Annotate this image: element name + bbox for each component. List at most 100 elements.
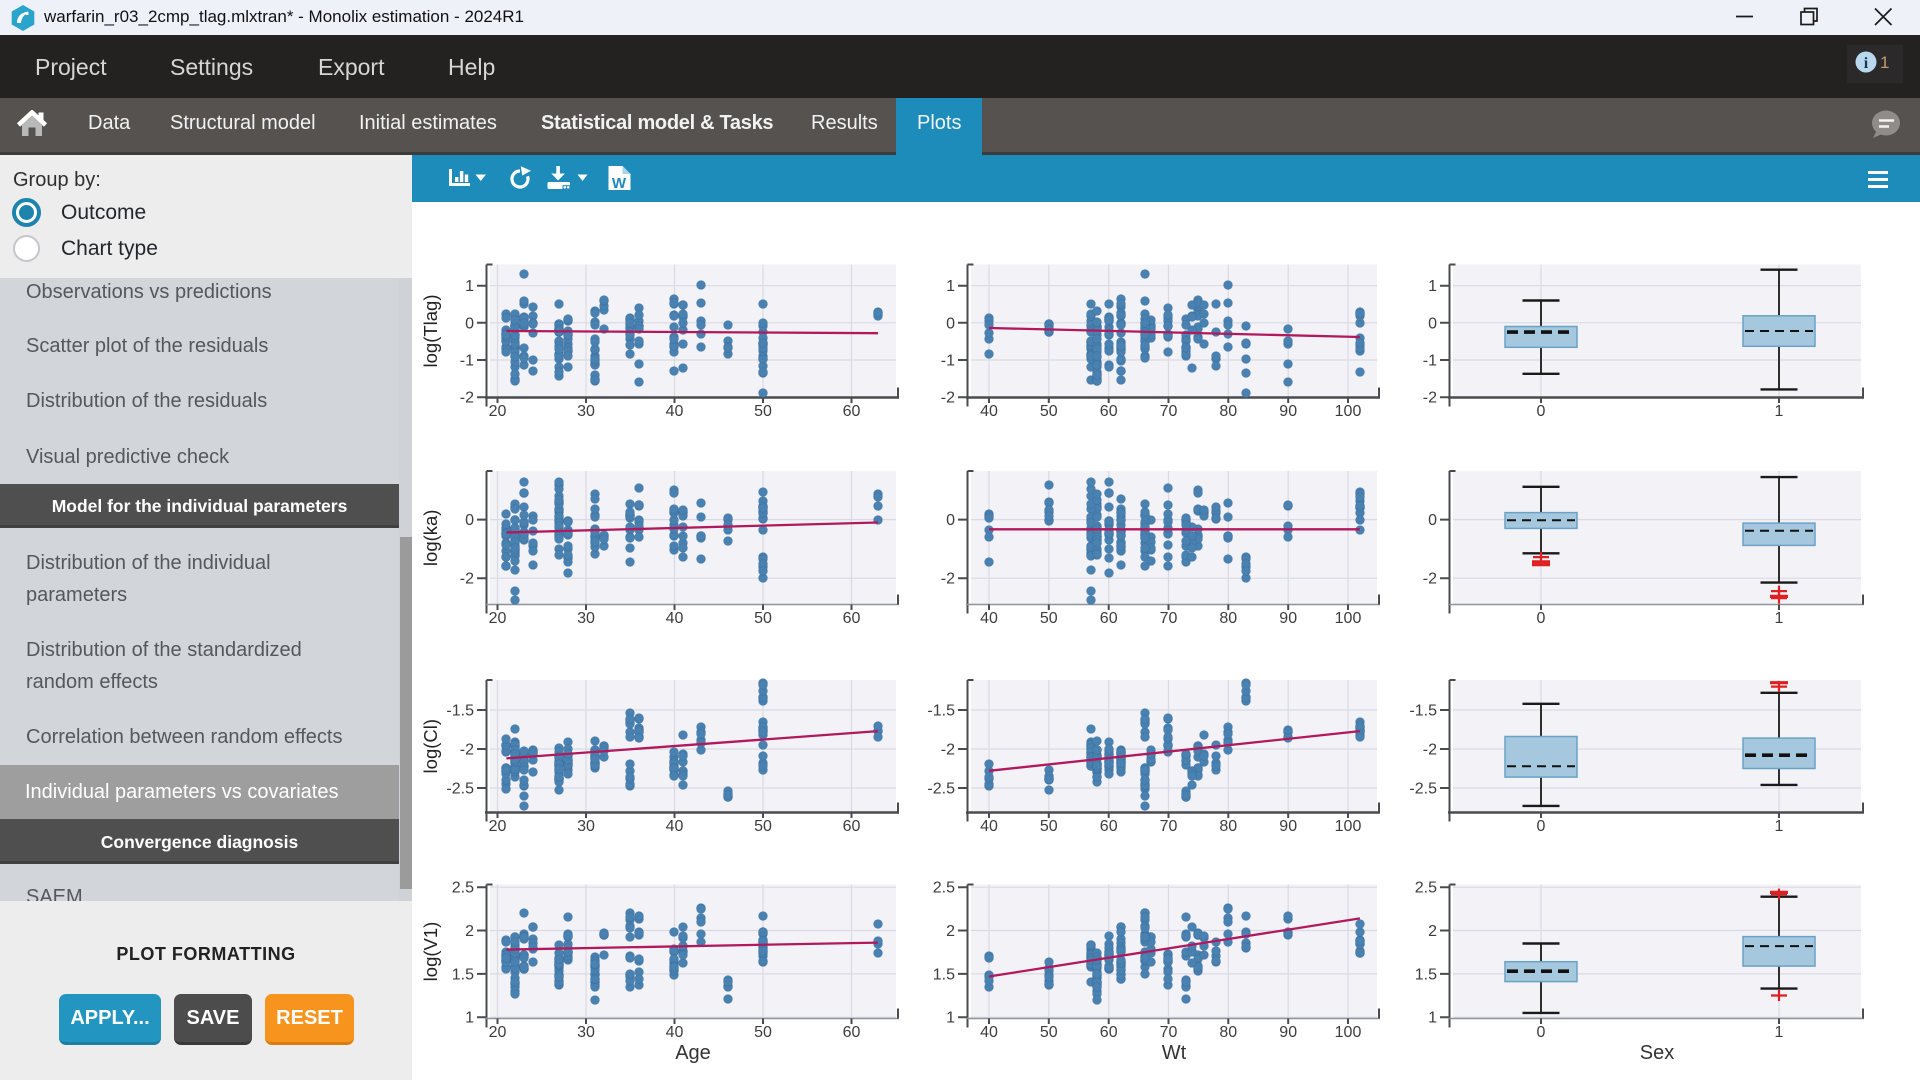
svg-text:60: 60	[1100, 610, 1118, 627]
svg-text:-1.5: -1.5	[446, 703, 474, 720]
svg-text:100: 100	[1335, 1024, 1362, 1041]
svg-text:0: 0	[465, 512, 474, 529]
svg-text:-2: -2	[460, 390, 474, 407]
svg-text:60: 60	[843, 818, 861, 835]
svg-text:40: 40	[980, 818, 998, 835]
svg-text:60: 60	[1100, 403, 1118, 420]
svg-text:0: 0	[1428, 315, 1437, 332]
svg-text:40: 40	[980, 403, 998, 420]
svg-text:60: 60	[843, 1024, 861, 1041]
svg-text:0: 0	[946, 315, 955, 332]
svg-text:1: 1	[1775, 403, 1784, 420]
svg-text:1: 1	[465, 278, 474, 295]
svg-text:2.5: 2.5	[452, 880, 474, 897]
svg-text:60: 60	[843, 403, 861, 420]
svg-text:0: 0	[1537, 403, 1546, 420]
svg-text:50: 50	[754, 610, 772, 627]
svg-text:40: 40	[980, 610, 998, 627]
svg-text:30: 30	[577, 610, 595, 627]
svg-text:-2: -2	[941, 390, 955, 407]
svg-text:30: 30	[577, 403, 595, 420]
svg-text:2: 2	[946, 923, 955, 940]
svg-text:40: 40	[666, 1024, 684, 1041]
svg-text:50: 50	[1040, 403, 1058, 420]
svg-text:Age: Age	[675, 1042, 711, 1064]
svg-text:90: 90	[1279, 403, 1297, 420]
svg-text:1.5: 1.5	[452, 966, 474, 983]
svg-text:90: 90	[1279, 1024, 1297, 1041]
svg-text:1: 1	[1428, 1010, 1437, 1027]
svg-text:20: 20	[489, 610, 507, 627]
svg-text:0: 0	[465, 315, 474, 332]
svg-text:20: 20	[489, 403, 507, 420]
svg-text:1: 1	[946, 1010, 955, 1027]
svg-text:-2: -2	[1423, 571, 1437, 588]
svg-text:50: 50	[754, 818, 772, 835]
svg-text:log(V1): log(V1)	[420, 922, 441, 982]
svg-text:-1.5: -1.5	[927, 703, 955, 720]
svg-text:50: 50	[754, 403, 772, 420]
svg-text:-2: -2	[1423, 390, 1437, 407]
svg-text:W: W	[612, 175, 627, 192]
svg-text:80: 80	[1219, 1024, 1237, 1041]
svg-text:50: 50	[1040, 1024, 1058, 1041]
svg-text:-2: -2	[941, 742, 955, 759]
svg-text:1: 1	[1775, 818, 1784, 835]
svg-text:Wt: Wt	[1162, 1042, 1187, 1064]
svg-text:100: 100	[1335, 818, 1362, 835]
svg-text:-2.5: -2.5	[927, 781, 955, 798]
svg-text:70: 70	[1160, 1024, 1178, 1041]
svg-text:0: 0	[1537, 818, 1546, 835]
svg-text:1: 1	[1880, 53, 1889, 72]
svg-text:70: 70	[1160, 403, 1178, 420]
svg-text:30: 30	[577, 1024, 595, 1041]
svg-text:80: 80	[1219, 818, 1237, 835]
svg-text:90: 90	[1279, 818, 1297, 835]
svg-text:90: 90	[1279, 610, 1297, 627]
svg-text:log(ka): log(ka)	[420, 510, 441, 567]
svg-text:-2: -2	[1423, 742, 1437, 759]
svg-text:0: 0	[946, 512, 955, 529]
svg-text:80: 80	[1219, 403, 1237, 420]
svg-text:60: 60	[1100, 818, 1118, 835]
svg-text:0: 0	[1537, 1024, 1546, 1041]
svg-text:2.5: 2.5	[1415, 880, 1437, 897]
svg-text:1: 1	[946, 278, 955, 295]
svg-text:-1: -1	[941, 353, 955, 370]
svg-text:20: 20	[489, 818, 507, 835]
svg-text:0: 0	[1428, 512, 1437, 529]
svg-text:i: i	[1864, 55, 1869, 72]
svg-text:-2: -2	[460, 571, 474, 588]
svg-text:60: 60	[843, 610, 861, 627]
svg-text:50: 50	[1040, 610, 1058, 627]
svg-text:40: 40	[666, 818, 684, 835]
svg-text:1: 1	[1775, 610, 1784, 627]
svg-text:-1: -1	[1423, 353, 1437, 370]
svg-text:-2: -2	[941, 571, 955, 588]
svg-text:0: 0	[1537, 610, 1546, 627]
svg-text:40: 40	[666, 403, 684, 420]
svg-text:70: 70	[1160, 610, 1178, 627]
svg-text:2: 2	[1428, 923, 1437, 940]
svg-text:-2: -2	[460, 742, 474, 759]
svg-text:60: 60	[1100, 1024, 1118, 1041]
svg-text:100: 100	[1335, 610, 1362, 627]
svg-text:2.5: 2.5	[933, 880, 955, 897]
svg-text:100: 100	[1335, 403, 1362, 420]
svg-text:20: 20	[489, 1024, 507, 1041]
svg-text:log(Cl): log(Cl)	[420, 719, 441, 773]
svg-text:1: 1	[1428, 278, 1437, 295]
svg-text:40: 40	[666, 610, 684, 627]
svg-text:-2.5: -2.5	[1409, 781, 1437, 798]
svg-text:1.5: 1.5	[933, 966, 955, 983]
svg-text:-2.5: -2.5	[446, 781, 474, 798]
svg-text:50: 50	[1040, 818, 1058, 835]
svg-text:30: 30	[577, 818, 595, 835]
svg-text:70: 70	[1160, 818, 1178, 835]
svg-text:1: 1	[465, 1010, 474, 1027]
svg-text:40: 40	[980, 1024, 998, 1041]
svg-text:1: 1	[1775, 1024, 1784, 1041]
svg-text:2: 2	[465, 923, 474, 940]
svg-text:-1.5: -1.5	[1409, 703, 1437, 720]
svg-text:50: 50	[754, 1024, 772, 1041]
